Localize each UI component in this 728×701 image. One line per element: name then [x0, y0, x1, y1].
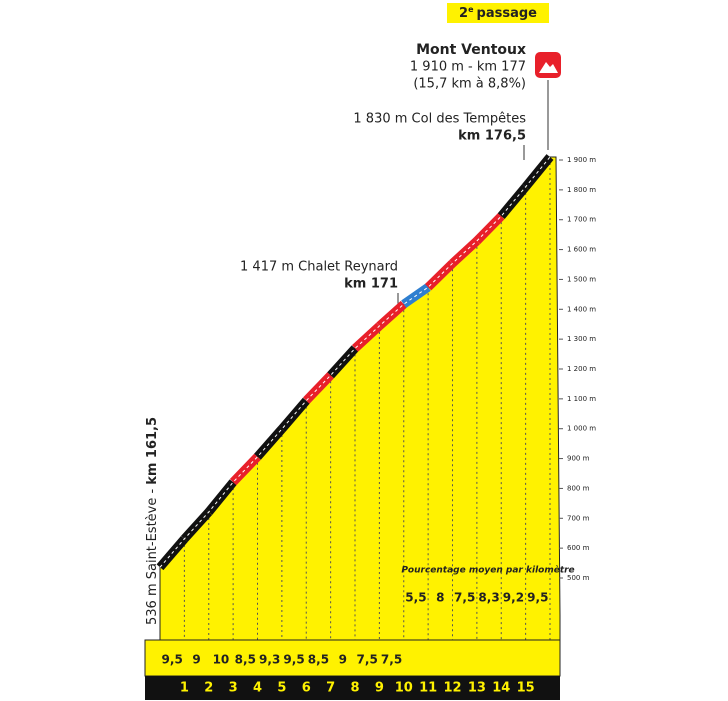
km-marker: 4: [253, 681, 262, 696]
y-tick-label: 1 900 m: [567, 156, 596, 164]
km-marker: 11: [419, 681, 437, 696]
gradient-label: 7,5: [357, 653, 378, 667]
gradient-label: 5,5: [405, 591, 426, 605]
profile-segment: [254, 426, 286, 460]
base-front: [144, 639, 561, 677]
km-marker: 9: [375, 681, 384, 696]
y-tick-label: 1 700 m: [567, 216, 596, 224]
badge-box: [447, 3, 549, 23]
profile-segment: [278, 397, 310, 432]
gradient-label: 8,3: [478, 591, 499, 605]
y-tick-label: 500 m: [567, 574, 590, 582]
km-marker: 13: [468, 681, 486, 696]
y-tick-label: 900 m: [567, 455, 590, 463]
km-marker: 12: [443, 681, 461, 696]
y-tick-label: 1 800 m: [567, 186, 596, 194]
km-marker: 7: [326, 681, 335, 696]
gradient-label: 7,5: [381, 653, 402, 667]
km-marker: 2: [204, 681, 213, 696]
gradient-label: 8,5: [308, 653, 329, 667]
km-marker: 3: [229, 681, 238, 696]
y-tick-label: 1 500 m: [567, 275, 596, 283]
km-marker: 1: [180, 681, 189, 696]
profile-segment: [327, 345, 359, 379]
summit-note: (15,7 km à 8,8%): [413, 77, 526, 92]
start-name: 536 m Saint-Estève -: [145, 488, 160, 625]
profile-segment: [303, 372, 334, 404]
y-tick-label: 800 m: [567, 484, 590, 492]
chalet-km: km 171: [344, 277, 398, 292]
badge: 2e passage: [459, 5, 537, 21]
km-marker: 8: [350, 681, 359, 696]
base-strip: [145, 676, 560, 700]
profile-segment: [473, 212, 505, 245]
km-marker: 15: [517, 681, 535, 696]
y-tick-label: 1 000 m: [567, 425, 596, 433]
gradient-label: 9: [339, 653, 347, 667]
gradient-label: 9,5: [527, 591, 548, 605]
gradient-label: 9,3: [259, 653, 280, 667]
gradient-label: 9,5: [283, 653, 304, 667]
col-label: 1 830 m Col des Tempêtes: [353, 112, 526, 127]
y-tick-label: 1 300 m: [567, 335, 596, 343]
gradient-label: 8: [436, 591, 444, 605]
gradient-label: 8,5: [235, 653, 256, 667]
plot: 500 m 600 m 700 m 800 m 900 m 1 000 m 1 100 m 1…: [144, 154, 596, 700]
km-marker: 5: [277, 681, 286, 696]
profile-segment: [229, 453, 261, 486]
chalet-label: 1 417 m Chalet Reynard: [240, 260, 398, 275]
badge-text: passage: [477, 6, 538, 21]
y-tick-label: 1 200 m: [567, 365, 596, 373]
km-marker: 10: [395, 681, 413, 696]
gradient-label: 7,5: [454, 591, 475, 605]
y-tick-label: 700 m: [567, 514, 590, 522]
km-marker: 6: [302, 681, 311, 696]
gradient-label: 10: [213, 653, 230, 667]
y-tick-label: 1 600 m: [567, 246, 596, 254]
summit-name: Mont Ventoux: [416, 42, 526, 58]
y-tick-label: 1 400 m: [567, 305, 596, 313]
y-tick-label: 600 m: [567, 544, 590, 552]
col-km: km 176,5: [458, 129, 526, 144]
gradient-title: Pourcentage moyen par kilomètre: [401, 565, 574, 576]
start-km: km 161,5: [145, 417, 160, 485]
badge-sup: e: [468, 5, 474, 14]
start-label: 536 m Saint-Estève - km 161,5: [145, 417, 160, 625]
km-marker: 14: [492, 681, 510, 696]
gradient-label: 9,5: [162, 653, 183, 667]
profile-segment: [424, 260, 456, 291]
summit-detail: 1 910 m - km 177: [410, 60, 526, 75]
gradient-label: 9,2: [503, 591, 524, 605]
badge-number: 2: [459, 6, 468, 21]
y-tick-label: 1 100 m: [567, 395, 596, 403]
gradient-label: 9: [192, 653, 200, 667]
flag-mountain: [539, 62, 558, 73]
